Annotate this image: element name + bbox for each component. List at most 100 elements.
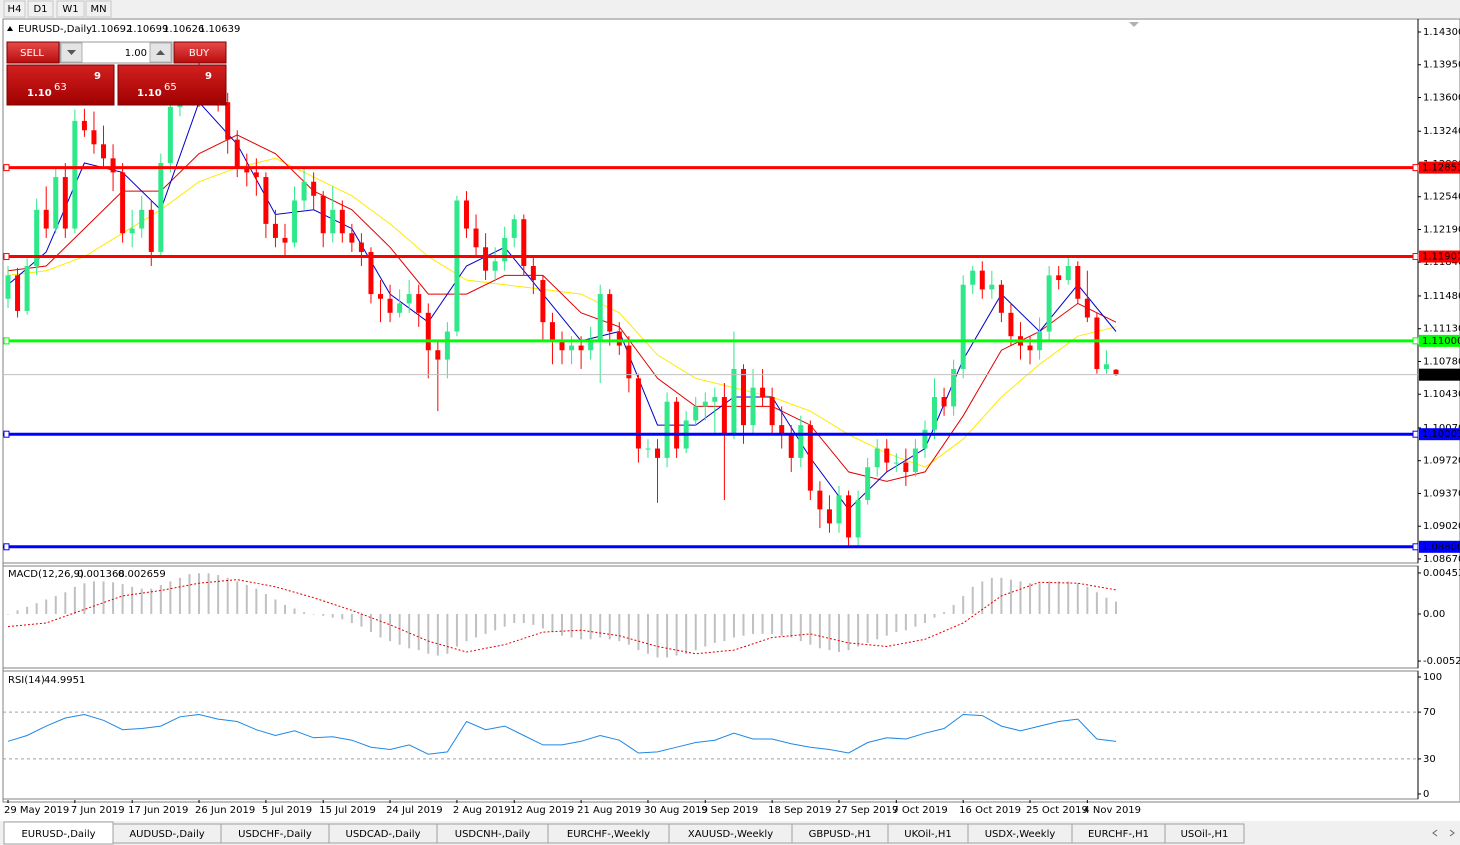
chart-tab-label[interactable]: AUDUSD-,Daily (129, 829, 204, 840)
chart-tab-label[interactable]: XAUUSD-,Weekly (688, 829, 773, 840)
sell-label[interactable]: SELL (20, 48, 44, 59)
candle-body (406, 294, 412, 304)
level-handle[interactable] (1412, 543, 1419, 551)
timeframe-button[interactable] (85, 0, 112, 18)
candle-body (922, 429, 928, 449)
chart-tab-label[interactable]: EURCHF-,H1 (1088, 829, 1149, 840)
level-handle[interactable] (1412, 430, 1419, 438)
lot-field[interactable] (59, 41, 173, 64)
candle-body (540, 280, 546, 323)
chart-tab-label[interactable]: USDCHF-,Daily (238, 829, 312, 840)
chart-tab-label[interactable]: USDCNH-,Daily (455, 829, 531, 840)
indicator-title: RSI(14) (8, 675, 45, 686)
x-tick-label: 12 Aug 2019 (510, 805, 574, 816)
candle-body (826, 509, 832, 524)
timeframe-button[interactable] (27, 0, 54, 18)
buy-button[interactable] (173, 41, 227, 64)
x-tick-label: 30 Aug 2019 (644, 805, 708, 816)
buy-label[interactable]: BUY (189, 48, 210, 59)
macd-bar (408, 613, 411, 649)
macd-bar (809, 613, 812, 645)
candle-body (339, 209, 345, 234)
ask-box[interactable] (117, 64, 227, 106)
candle-body (320, 195, 326, 234)
macd-bar (54, 595, 57, 614)
macd-bar (923, 613, 926, 624)
level-handle[interactable] (1412, 337, 1419, 345)
candle-body (588, 340, 594, 351)
timeframe-label[interactable]: D1 (33, 4, 47, 15)
candle-body (72, 120, 78, 229)
level-price-box (1419, 161, 1460, 174)
timeframe-label[interactable]: W1 (62, 4, 78, 15)
y-tick-label: 1.12540 (1423, 192, 1460, 203)
tab-scroll-right[interactable] (1449, 829, 1455, 837)
candle-body (1113, 369, 1119, 375)
chart-tab-label[interactable]: USDX-,Weekly (985, 829, 1056, 840)
sell-button[interactable] (6, 41, 60, 64)
macd-bar (83, 583, 86, 614)
level-handle[interactable] (3, 543, 10, 551)
level-handle[interactable] (1412, 253, 1419, 261)
y-tick-label: 0.004536 (1423, 568, 1460, 579)
candle-body (788, 434, 794, 458)
level-price-box (1419, 334, 1460, 347)
chart-tab-label[interactable]: EURCHF-,Weekly (567, 829, 650, 840)
level-handle[interactable] (3, 430, 10, 438)
macd-bar (198, 573, 201, 614)
candle-body (597, 294, 603, 341)
macd-bar (360, 613, 363, 627)
x-tick-label: 7 Oct 2019 (892, 805, 947, 816)
macd-bar (341, 613, 344, 620)
level-price-label: 1.08800 (1422, 542, 1460, 553)
bid-box[interactable] (6, 64, 115, 106)
macd-bar (64, 592, 67, 614)
chart-tab[interactable] (1164, 823, 1245, 844)
candle-body (53, 177, 59, 229)
macd-bar (541, 613, 544, 629)
x-tick-label: 18 Sep 2019 (768, 805, 831, 816)
chart-tab-label[interactable]: USDCAD-,Daily (346, 829, 421, 840)
candle-body (483, 247, 489, 271)
x-tick-label: 24 Jul 2019 (386, 805, 443, 816)
timeframe-label[interactable]: H4 (8, 4, 22, 15)
collapse-icon (7, 26, 13, 31)
ohlc-value: 1.10626 (163, 24, 204, 35)
candle-body (43, 209, 49, 229)
lot-value[interactable]: 1.00 (125, 48, 147, 59)
level-handle[interactable] (3, 337, 10, 345)
timeframe-label[interactable]: MN (90, 4, 106, 15)
macd-bar (876, 613, 879, 640)
tab-scroll-left[interactable] (1432, 829, 1438, 837)
candle-body (139, 209, 145, 229)
candle-body (884, 448, 890, 463)
chart-tab-label[interactable]: EURUSD-,Daily (21, 829, 95, 840)
macd-bar (45, 599, 48, 614)
candle-body (120, 172, 126, 234)
macd-bar (981, 581, 984, 614)
level-handle[interactable] (1412, 164, 1419, 172)
chart-tab-label[interactable]: UKOil-,H1 (904, 829, 951, 840)
chart-tab-label[interactable]: USOil-,H1 (1181, 829, 1229, 840)
candle-body (272, 223, 278, 238)
chart-tab-label[interactable]: GBPUSD-,H1 (809, 829, 872, 840)
macd-bar (465, 613, 468, 642)
candle-body (702, 401, 708, 407)
macd-bar (627, 613, 630, 645)
candle-body (167, 106, 173, 164)
x-tick-label: 17 Jun 2019 (128, 805, 188, 816)
level-handle[interactable] (3, 164, 10, 172)
macd-bar (131, 586, 134, 614)
candle-body (893, 462, 899, 464)
x-tick-label: 21 Aug 2019 (577, 805, 641, 816)
timeframe-button[interactable] (56, 0, 85, 18)
level-handle[interactable] (3, 253, 10, 261)
timeframe-button[interactable] (3, 0, 26, 18)
macd-main-value: 0.001368 (77, 569, 125, 580)
candle-body (463, 200, 469, 229)
candle-body (1027, 345, 1033, 351)
macd-bar (561, 613, 563, 636)
macd-bar (494, 613, 497, 631)
x-tick-label: 7 Jun 2019 (71, 805, 125, 816)
arrow-down (67, 50, 76, 55)
